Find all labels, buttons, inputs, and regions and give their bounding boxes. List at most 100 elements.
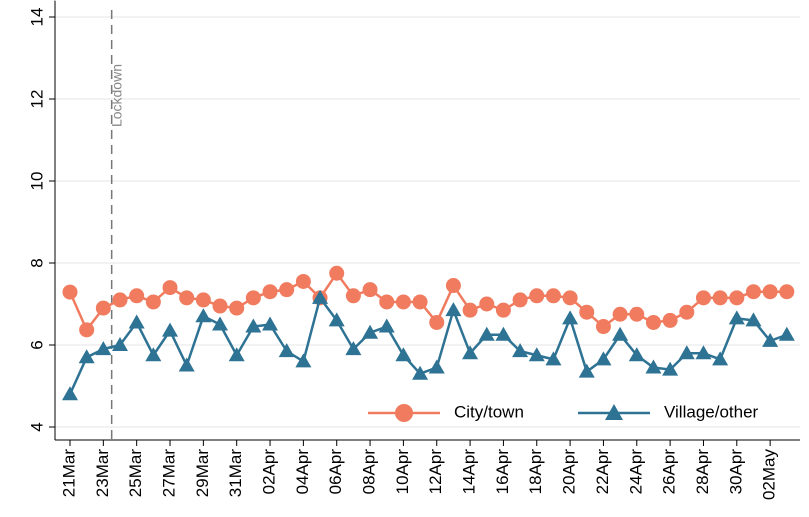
point: [645, 359, 662, 374]
x-tick-label: 20Apr: [560, 449, 579, 495]
point: [78, 349, 95, 364]
point: [62, 284, 78, 300]
x-tick-label: 14Apr: [460, 449, 479, 495]
point: [245, 290, 261, 306]
point: [628, 347, 645, 362]
point: [612, 306, 628, 322]
x-tick-label: 12Apr: [426, 449, 445, 495]
point: [345, 341, 362, 356]
y-tick-label: 10: [27, 172, 46, 191]
point: [429, 314, 445, 330]
point: [662, 361, 679, 376]
y-tick-label: 8: [27, 258, 46, 267]
point: [562, 310, 579, 325]
point: [512, 292, 528, 308]
x-tick-label: 10Apr: [393, 449, 412, 495]
point: [479, 296, 495, 312]
x-tick-label: 16Apr: [493, 449, 512, 495]
point: [278, 343, 295, 358]
point: [495, 302, 511, 318]
legend-marker: [605, 404, 623, 420]
point: [428, 359, 445, 374]
y-tick-label: 14: [27, 8, 46, 27]
legend: City/town Village/other: [368, 402, 759, 422]
point: [245, 318, 262, 333]
point: [362, 324, 379, 339]
point: [379, 294, 395, 310]
point: [762, 332, 779, 347]
x-tick-label: 27Mar: [160, 449, 179, 498]
point: [695, 290, 711, 306]
y-tick-label: 4: [27, 422, 46, 431]
point: [629, 306, 645, 322]
point: [762, 284, 778, 300]
point: [728, 310, 745, 325]
series: [62, 265, 795, 338]
point: [679, 304, 695, 320]
point: [545, 351, 562, 366]
y-tick-label: 12: [27, 90, 46, 109]
point: [445, 302, 462, 317]
point: [128, 314, 145, 329]
legend-marker: [395, 404, 413, 422]
point: [112, 337, 129, 351]
x-tick-label: 29Mar: [193, 449, 212, 498]
point: [745, 312, 762, 327]
lockdown-label: Lockdown: [108, 64, 124, 127]
x-tick-label: 28Apr: [693, 449, 712, 495]
point: [228, 347, 245, 362]
point: [578, 363, 595, 378]
x-tick-label: 22Apr: [593, 449, 612, 495]
point: [129, 288, 145, 304]
point: [312, 289, 329, 304]
point: [328, 312, 345, 327]
point: [229, 300, 245, 316]
x-tick-label: 30Apr: [726, 449, 745, 495]
point: [112, 292, 128, 308]
point: [295, 273, 311, 289]
point: [445, 278, 461, 294]
point: [95, 341, 112, 356]
point: [162, 322, 179, 337]
point: [612, 326, 629, 341]
point: [495, 326, 512, 341]
point: [195, 308, 212, 323]
point: [279, 282, 295, 298]
point: [412, 294, 428, 310]
point: [562, 290, 578, 306]
point: [662, 312, 678, 328]
point: [462, 302, 478, 318]
point: [528, 347, 545, 362]
point: [195, 292, 211, 308]
point: [779, 284, 795, 300]
point: [95, 300, 111, 316]
point: [595, 351, 612, 366]
point: [145, 294, 161, 310]
legend-label: Village/other: [664, 402, 759, 421]
x-tick-label: 02May: [760, 449, 779, 501]
point: [478, 326, 495, 341]
point: [712, 351, 729, 366]
point: [695, 345, 712, 360]
series: [62, 289, 795, 401]
point: [262, 284, 278, 300]
point: [145, 347, 162, 362]
x-tick-label: 21Mar: [59, 449, 78, 498]
legend-label: City/town: [454, 402, 524, 421]
point: [362, 282, 378, 298]
point: [212, 316, 229, 331]
point: [179, 290, 195, 306]
point: [178, 357, 195, 372]
x-tick-label: 26Apr: [660, 449, 679, 495]
point: [595, 319, 611, 335]
point: [579, 304, 595, 320]
point: [545, 288, 561, 304]
point: [729, 290, 745, 306]
x-tick-label: 04Apr: [293, 449, 312, 495]
point: [62, 386, 78, 401]
x-tick-label: 25Mar: [126, 449, 145, 498]
point: [645, 314, 661, 330]
point: [329, 265, 345, 281]
y-tick-label: 6: [27, 340, 46, 349]
point: [345, 288, 361, 304]
